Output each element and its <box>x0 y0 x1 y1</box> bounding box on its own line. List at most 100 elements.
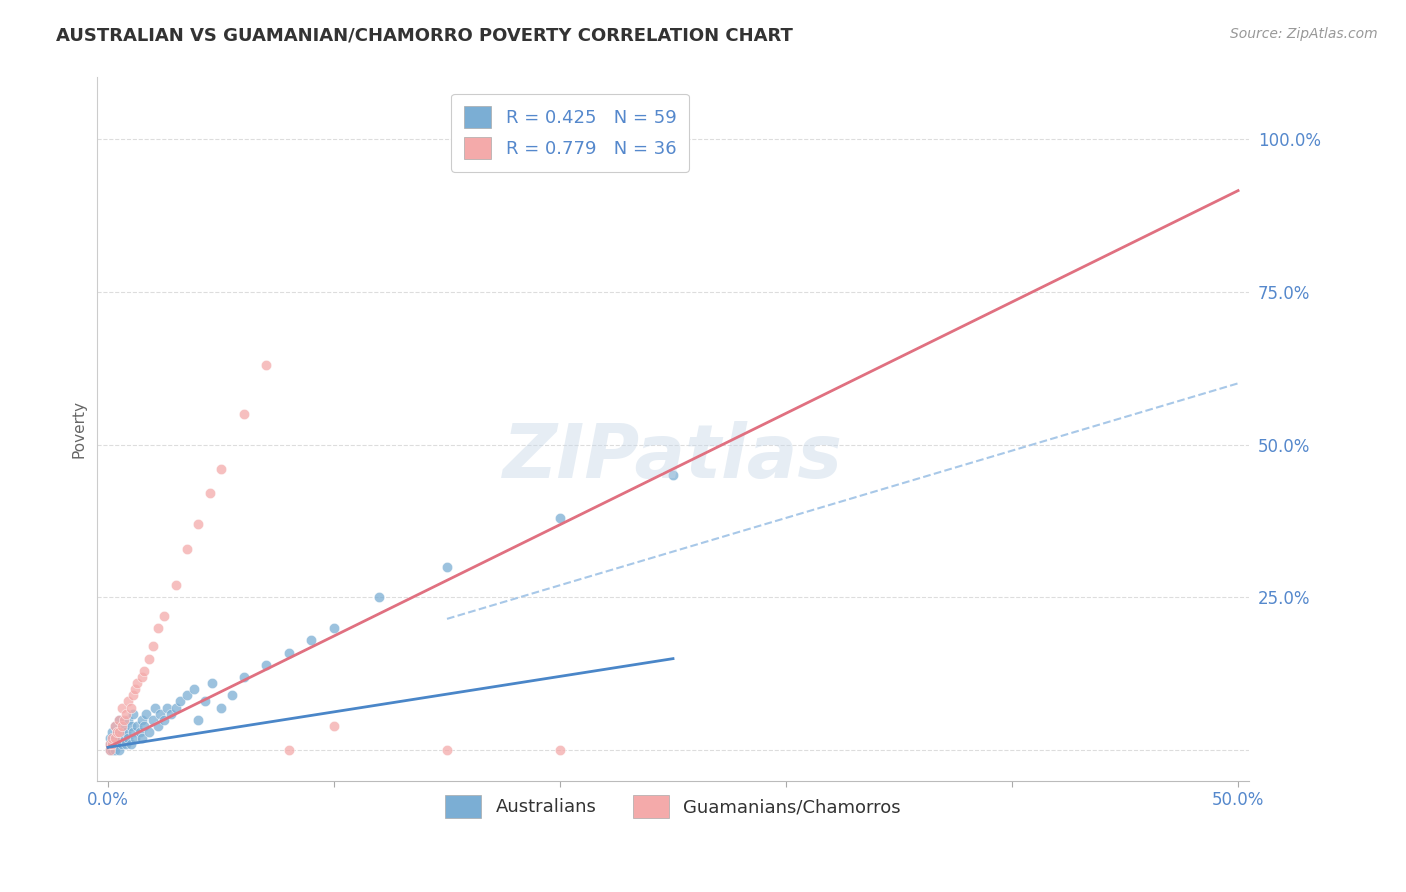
Point <box>198 486 221 500</box>
Point <box>662 468 685 483</box>
Point <box>160 706 183 721</box>
Point <box>194 694 217 708</box>
Point <box>108 713 131 727</box>
Point <box>232 407 254 421</box>
Point <box>254 657 277 672</box>
Point <box>254 358 277 372</box>
Point <box>101 737 124 751</box>
Point <box>124 731 146 746</box>
Point <box>128 725 150 739</box>
Point <box>146 719 169 733</box>
Point <box>169 694 191 708</box>
Point <box>142 640 165 654</box>
Point <box>165 700 187 714</box>
Point <box>277 646 299 660</box>
Point <box>120 700 142 714</box>
Point <box>101 743 124 757</box>
Point <box>101 725 124 739</box>
Point <box>121 706 143 721</box>
Point <box>165 578 187 592</box>
Text: ZIPatlas: ZIPatlas <box>503 421 844 494</box>
Point <box>127 719 149 733</box>
Point <box>110 719 132 733</box>
Point <box>120 719 142 733</box>
Point <box>98 737 121 751</box>
Point <box>112 713 135 727</box>
Point <box>201 676 224 690</box>
Point <box>131 713 153 727</box>
Point <box>115 706 138 721</box>
Point <box>323 621 346 635</box>
Point <box>105 725 128 739</box>
Point <box>146 621 169 635</box>
Point <box>104 731 127 746</box>
Point <box>98 731 121 746</box>
Legend: Australians, Guamanians/Chamorros: Australians, Guamanians/Chamorros <box>437 789 908 825</box>
Point <box>98 737 121 751</box>
Point <box>135 706 157 721</box>
Point <box>209 462 232 476</box>
Point <box>105 737 128 751</box>
Point <box>112 719 135 733</box>
Point <box>104 743 127 757</box>
Point <box>299 633 322 648</box>
Point <box>176 541 198 556</box>
Point <box>156 700 179 714</box>
Point <box>323 719 346 733</box>
Point <box>277 743 299 757</box>
Point <box>138 651 160 665</box>
Point <box>183 682 205 697</box>
Point <box>108 743 131 757</box>
Point <box>209 700 232 714</box>
Point <box>142 713 165 727</box>
Text: Source: ZipAtlas.com: Source: ZipAtlas.com <box>1230 27 1378 41</box>
Point <box>127 676 149 690</box>
Point <box>153 608 176 623</box>
Point <box>112 731 135 746</box>
Point <box>105 725 128 739</box>
Point <box>131 731 153 746</box>
Point <box>145 700 167 714</box>
Point <box>104 719 127 733</box>
Point <box>124 682 146 697</box>
Point <box>120 737 142 751</box>
Point <box>117 694 139 708</box>
Point <box>436 560 458 574</box>
Point <box>110 725 132 739</box>
Y-axis label: Poverty: Poverty <box>72 401 86 458</box>
Point <box>176 689 198 703</box>
Point <box>131 670 153 684</box>
Point <box>134 664 156 678</box>
Point <box>101 731 124 746</box>
Point <box>104 731 127 746</box>
Text: AUSTRALIAN VS GUAMANIAN/CHAMORRO POVERTY CORRELATION CHART: AUSTRALIAN VS GUAMANIAN/CHAMORRO POVERTY… <box>56 27 793 45</box>
Point <box>149 706 172 721</box>
Point <box>98 743 121 757</box>
Point <box>153 713 176 727</box>
Point <box>662 144 685 158</box>
Point <box>232 670 254 684</box>
Point <box>104 719 127 733</box>
Point <box>548 511 571 525</box>
Point <box>110 737 132 751</box>
Point <box>108 725 131 739</box>
Point <box>115 737 138 751</box>
Point <box>368 591 391 605</box>
Point <box>108 731 131 746</box>
Point <box>101 737 124 751</box>
Point <box>121 725 143 739</box>
Point <box>138 725 160 739</box>
Point <box>134 719 156 733</box>
Point <box>117 731 139 746</box>
Point <box>548 743 571 757</box>
Point <box>436 743 458 757</box>
Point <box>115 725 138 739</box>
Point <box>108 713 131 727</box>
Point <box>121 689 143 703</box>
Point <box>187 516 209 531</box>
Point <box>98 743 121 757</box>
Point <box>110 700 132 714</box>
Point <box>117 713 139 727</box>
Point <box>221 689 243 703</box>
Point <box>187 713 209 727</box>
